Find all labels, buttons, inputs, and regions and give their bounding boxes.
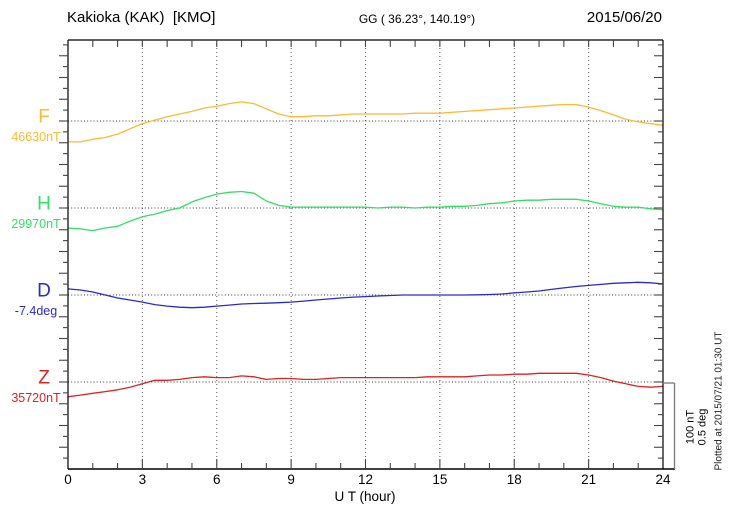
series-d-baseline-value: -7.4deg xyxy=(15,304,57,318)
x-tick-label-15: 15 xyxy=(432,472,447,487)
f-curve xyxy=(68,101,664,143)
d-curve xyxy=(67,281,664,309)
x-axis-title: U T (hour) xyxy=(334,489,396,504)
series-f-baseline-value: 46630nT xyxy=(11,130,61,144)
z-curve xyxy=(67,372,664,398)
x-tick-label-9: 9 xyxy=(287,472,295,487)
series-d-letter: D xyxy=(37,281,51,302)
x-tick-label-6: 6 xyxy=(213,472,221,487)
series-z-baseline-value: 35720nT xyxy=(11,391,61,405)
plotted-at-note: Plotted at 2015/07/21 01:30 UT xyxy=(713,331,725,471)
scale-bar-nt: 100 nT xyxy=(684,409,697,445)
series-h-baseline-value: 29970nT xyxy=(11,217,61,231)
x-tick-label-3: 3 xyxy=(139,472,147,487)
station-title: Kakioka (KAK) [KMO] xyxy=(67,9,216,26)
x-tick-label-18: 18 xyxy=(507,472,522,487)
x-tick-label-0: 0 xyxy=(64,472,72,487)
series-h-letter: H xyxy=(37,194,51,215)
h-curve xyxy=(67,190,664,232)
scale-bar-label: 100 nT 0.5 deg xyxy=(684,408,709,446)
x-tick-label-21: 21 xyxy=(581,472,596,487)
series-f-letter: F xyxy=(38,107,50,128)
x-tick-label-24: 24 xyxy=(655,472,671,487)
x-tick-label-12: 12 xyxy=(358,472,373,487)
plot-generated-layer xyxy=(59,39,676,470)
scale-bar-deg: 0.5 deg xyxy=(696,408,708,446)
plot-date: 2015/06/20 xyxy=(586,9,662,26)
series-z-letter: Z xyxy=(38,368,50,389)
geo-coordinates: GG ( 36.23°, 140.19°) xyxy=(358,12,476,26)
